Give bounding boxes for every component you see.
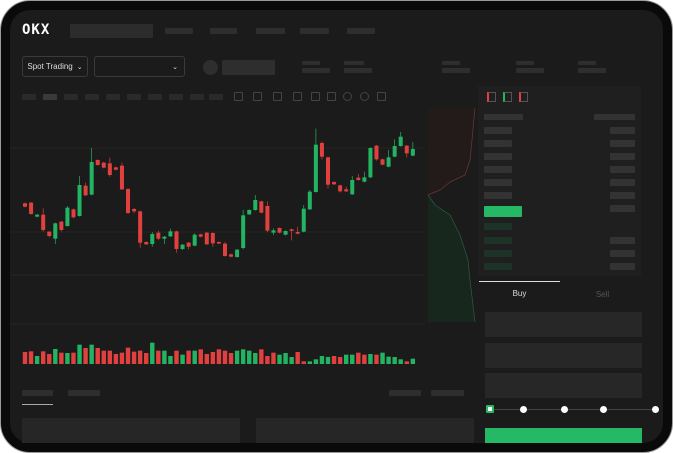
slider-step-1[interactable] [520,406,527,413]
indicator-icon[interactable] [253,92,262,101]
timeframe-button[interactable] [169,94,183,100]
stat-label [442,61,460,65]
orderbook-bids-icon[interactable] [503,92,512,102]
market-selector[interactable]: Spot Trading ⌄ [22,56,88,77]
bottom-action[interactable] [389,390,421,396]
bid-amount [610,263,635,270]
reset-icon[interactable] [360,92,369,101]
tab-sell[interactable]: Sell [595,290,610,299]
stat-value [578,68,606,73]
orderbook-asks-icon[interactable] [519,92,528,102]
ask-amount [610,166,635,173]
timeframe-button[interactable] [43,94,57,100]
timeframe-button[interactable] [106,94,120,100]
timeframe-button[interactable] [85,94,99,100]
bid-amount [610,250,635,257]
search-bar[interactable] [70,24,153,38]
nav-item[interactable] [347,28,375,34]
coin-icon [203,60,218,75]
ask-amount [610,127,635,134]
tab-open-orders[interactable] [22,390,53,396]
ask-price [484,166,512,173]
indicator-icon[interactable] [293,92,302,101]
ask-price [484,153,512,160]
settings-icon[interactable] [343,92,352,101]
chevron-down-icon: ⌄ [172,63,178,71]
timeframe-button[interactable] [64,94,78,100]
nav-item[interactable] [300,28,329,34]
amount-input[interactable] [485,343,642,368]
stat-value [442,68,470,73]
ask-amount [610,153,635,160]
total-input[interactable] [485,373,642,398]
tab-buy[interactable]: Buy [512,289,527,298]
slider-step-4[interactable] [652,406,659,413]
ask-amount [610,192,635,199]
line-tool-icon[interactable] [311,92,320,101]
stat-value [344,68,372,73]
orders-panel [22,418,240,443]
nav-item[interactable] [256,28,285,34]
brush-tool-icon[interactable] [327,92,336,101]
pair-selector[interactable]: ⌄ [94,56,185,77]
nav-item[interactable] [165,28,193,34]
ask-price [484,127,512,134]
bid-price [484,237,512,244]
slider-step-0[interactable] [486,405,494,413]
bid-amount [610,237,635,244]
slider-track[interactable] [490,409,655,410]
orderbook-both-icon[interactable] [487,92,496,102]
ask-price [484,179,512,186]
orderbook-header-price [484,114,523,120]
stat-value [302,68,330,73]
tab-underline [22,404,53,405]
okx-logo[interactable]: OKX [22,22,51,38]
buy-button[interactable] [485,428,642,443]
timeframe-button[interactable] [190,94,204,100]
assets-panel [256,418,474,443]
bid-price [484,263,512,270]
ask-amount [610,179,635,186]
nav-item[interactable] [210,28,237,34]
tab-order-history[interactable] [68,390,100,396]
bid-price [484,250,512,257]
slider-step-2[interactable] [561,406,568,413]
stat-value [516,68,544,73]
slider-step-3[interactable] [600,406,607,413]
timeframe-button[interactable] [148,94,162,100]
timeframe-button[interactable] [22,94,36,100]
pair-price [222,60,275,75]
ask-price [484,140,512,147]
timeframe-button[interactable] [127,94,141,100]
ask-amount [610,205,635,212]
stat-label [516,61,534,65]
stat-label [578,61,596,65]
buy-tab-underline [479,281,560,282]
chart-type-icon[interactable] [273,92,282,101]
bid-price [484,223,512,230]
ask-amount [610,140,635,147]
price-input[interactable] [485,312,642,337]
timeframe-button[interactable] [209,94,223,100]
indicator-icon[interactable] [234,92,243,101]
last-price-badge [484,206,522,217]
chevron-down-icon: ⌄ [76,63,83,71]
ask-price [484,192,512,199]
market-selector-label: Spot Trading [27,62,73,71]
orderbook-header-amount [594,114,635,120]
fullscreen-icon[interactable] [377,92,386,101]
stat-label [302,61,320,65]
bottom-action[interactable] [431,390,464,396]
stat-label [344,61,364,65]
